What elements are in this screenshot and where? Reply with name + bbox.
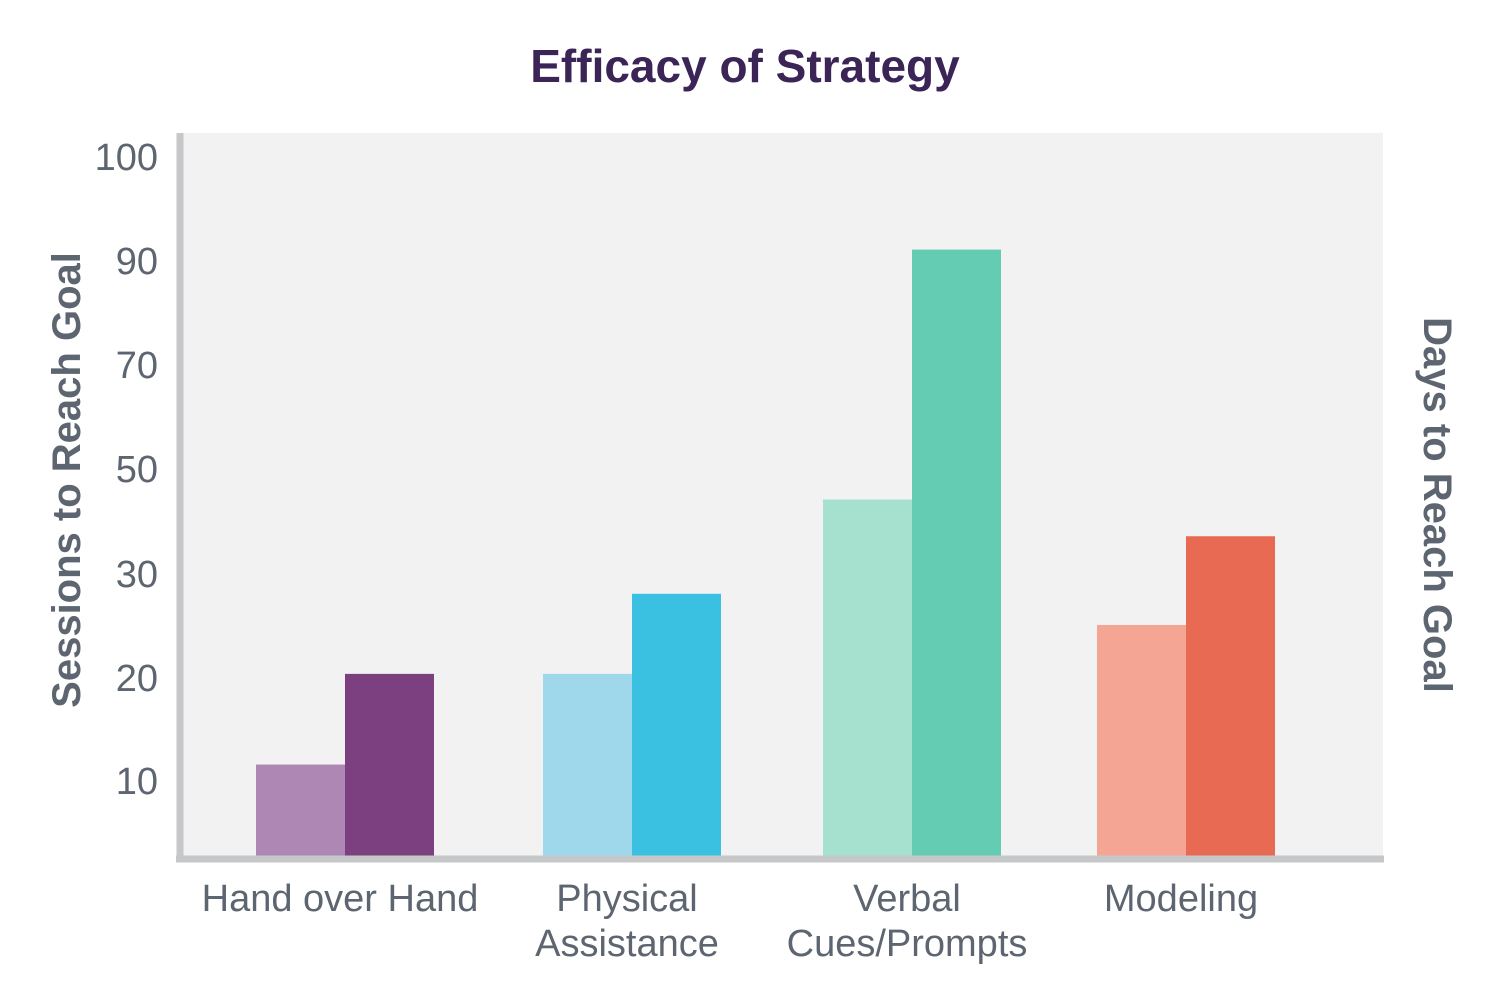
bar-sessions-3 <box>823 499 912 856</box>
x-category-label: Modeling <box>1104 878 1258 920</box>
x-category-label: Hand over Hand <box>202 878 479 920</box>
bar-days-2 <box>632 593 721 856</box>
chart-title: Efficacy of Strategy <box>530 40 960 92</box>
x-category-label: Verbal <box>853 878 961 920</box>
y-tick-label: 30 <box>116 554 158 596</box>
bar-days-3 <box>912 249 1001 857</box>
bar-days-1 <box>345 673 434 856</box>
y-tick-label: 50 <box>116 449 158 491</box>
y-axis-title-left: Sessions to Reach Goal <box>45 252 89 708</box>
y-axis-title-right: Days to Reach Goal <box>1415 317 1459 693</box>
y-tick-label: 10 <box>116 761 158 803</box>
y-tick-label: 90 <box>116 241 158 283</box>
bar-sessions-2 <box>543 673 632 856</box>
bar-sessions-1 <box>256 764 345 856</box>
bar-sessions-4 <box>1097 625 1186 856</box>
bars-group <box>256 249 1275 857</box>
x-category-label: Cues/Prompts <box>787 923 1028 965</box>
y-tick-label: 100 <box>95 137 158 179</box>
x-category-label: Assistance <box>535 923 719 965</box>
y-tick-label: 20 <box>116 658 158 700</box>
bar-days-4 <box>1186 536 1275 856</box>
x-category-label: Physical <box>556 878 698 920</box>
y-tick-labels: 10 20 30 50 70 90 100 <box>95 137 158 803</box>
y-tick-label: 70 <box>116 345 158 387</box>
